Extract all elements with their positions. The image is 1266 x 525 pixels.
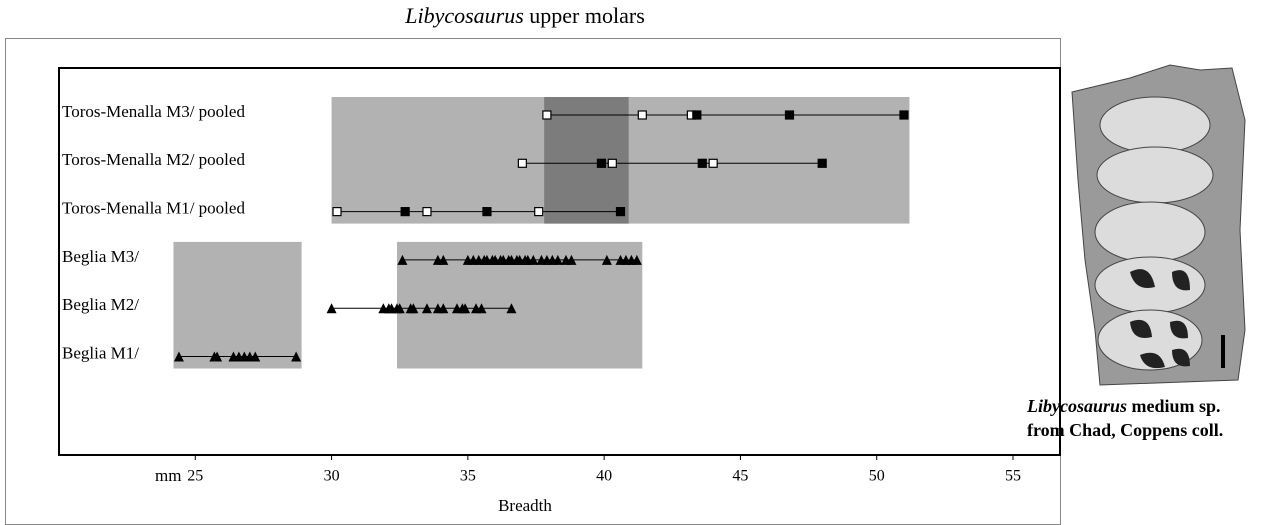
x-tick-label: 50 (869, 468, 885, 485)
triangle-marker (421, 303, 432, 314)
open-square (542, 110, 552, 120)
chart-title: Libycosaurus upper molars (404, 3, 645, 28)
caption-italic: Libycosaurus (1026, 396, 1127, 416)
open-square (517, 158, 527, 168)
triangle-marker (173, 351, 184, 362)
caption-rest: medium sp. (1132, 396, 1221, 416)
triangle-marker (438, 303, 449, 314)
filled-square (596, 158, 607, 168)
row-label: Beglia M3/ (62, 247, 139, 266)
filled-square (482, 207, 492, 217)
tooth-drawing (1071, 64, 1246, 386)
triangle-marker (506, 303, 517, 314)
plot-frame (58, 67, 1061, 456)
open-square (637, 110, 647, 120)
open-square (422, 207, 432, 217)
x-tick-label: 45 (732, 468, 748, 485)
x-tick-label: 30 (324, 468, 340, 485)
row-label: Toros-Menalla M3/ pooled (62, 102, 245, 121)
x-tick-label: 25 (187, 468, 203, 485)
title-rest: upper molars (529, 3, 644, 28)
plot: Toros-Menalla M3/ pooled Toros-Menalla M2… (62, 97, 910, 369)
open-square (332, 207, 342, 217)
triangle-marker (250, 351, 261, 362)
filled-square (899, 110, 909, 120)
caption-line2: from Chad, Coppens coll. (1027, 420, 1223, 440)
enamel-marks (1130, 269, 1190, 369)
triangle-marker (631, 254, 642, 265)
row-label: Toros-Menalla M2/ pooled (62, 150, 245, 169)
triangle-marker (552, 254, 563, 265)
filled-square (697, 158, 707, 168)
caption-line1: Libycosaurus medium sp. (1026, 396, 1221, 416)
filled-square (615, 207, 626, 217)
cusp (1094, 201, 1206, 263)
triangle-marker (394, 303, 405, 314)
filled-square (400, 207, 410, 217)
triangle-marker (326, 303, 337, 314)
cusp (1099, 96, 1211, 154)
triangle-marker (408, 303, 419, 314)
filled-square (817, 158, 827, 168)
triangle-marker (601, 254, 612, 265)
range-box (173, 241, 302, 369)
x-tick-label: 55 (1005, 468, 1021, 485)
x-tick-label: 40 (596, 468, 612, 485)
triangle-marker (476, 303, 487, 314)
triangle-marker (212, 351, 223, 362)
row-label: Toros-Menalla M1/ pooled (62, 199, 245, 218)
x-axis-label: Breadth (498, 496, 552, 515)
unit-label: mm (155, 466, 181, 485)
filled-square (692, 110, 702, 120)
triangle-marker (528, 254, 539, 265)
scale-bar (1221, 335, 1225, 368)
triangle-marker (397, 254, 408, 265)
open-square (607, 158, 617, 168)
row-label: Beglia M2/ (62, 295, 139, 314)
open-square (708, 158, 718, 168)
triangle-marker (291, 351, 302, 362)
x-tick-label: 35 (460, 468, 476, 485)
triangle-marker (566, 254, 577, 265)
row-label: Beglia M1/ (62, 343, 139, 362)
open-square (534, 207, 544, 217)
triangle-marker (460, 303, 471, 314)
filled-square (784, 110, 795, 120)
title-italic: Libycosaurus (404, 3, 524, 28)
cusp (1096, 146, 1214, 204)
triangle-marker (438, 254, 449, 265)
